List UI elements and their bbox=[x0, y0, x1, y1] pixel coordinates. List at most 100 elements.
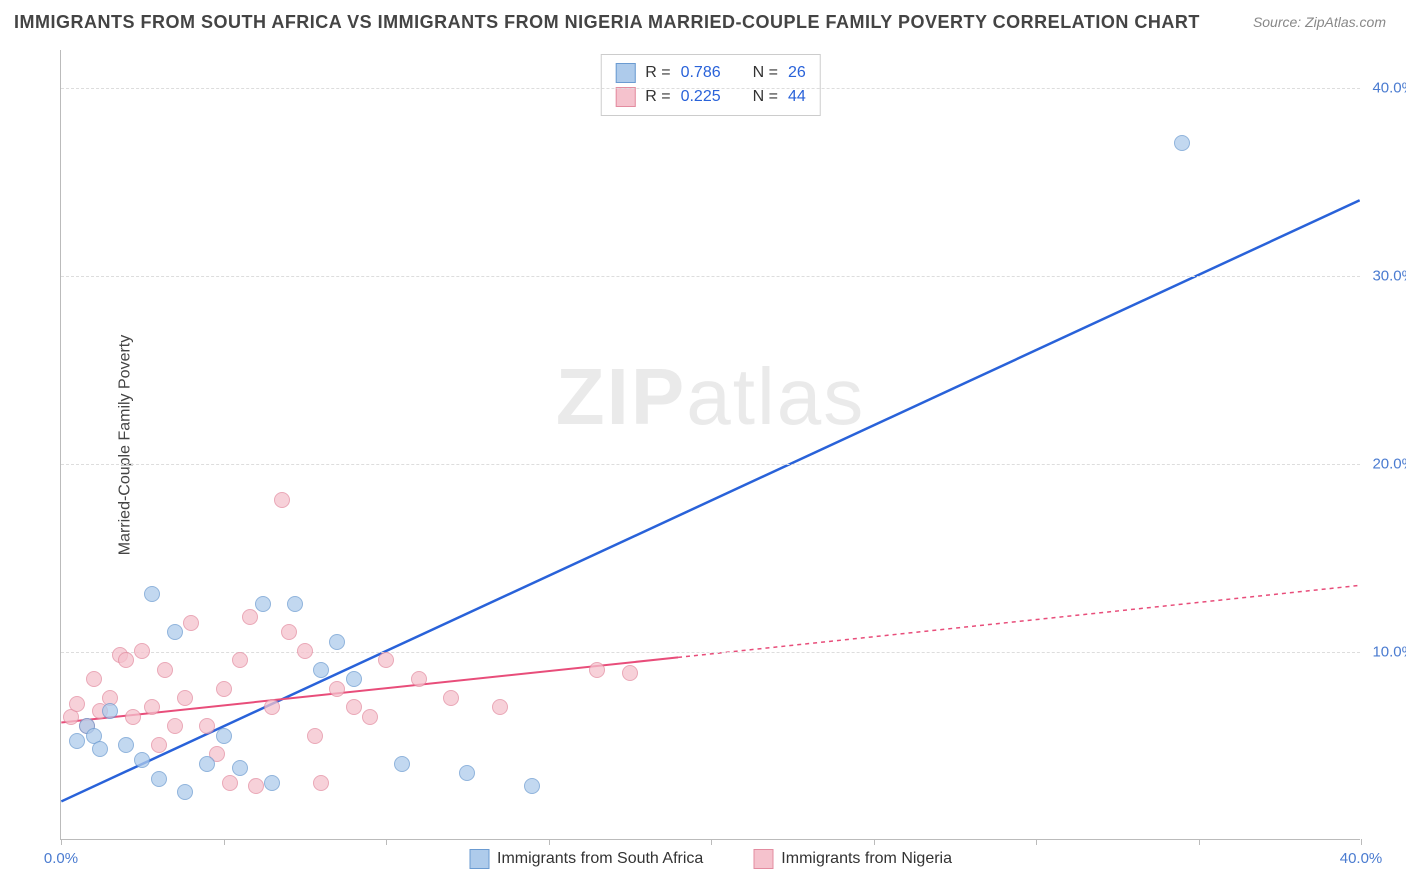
scatter-point-ng bbox=[362, 709, 378, 725]
scatter-point-sa bbox=[118, 737, 134, 753]
scatter-point-sa bbox=[232, 760, 248, 776]
scatter-point-sa bbox=[1174, 135, 1190, 151]
scatter-point-ng bbox=[134, 643, 150, 659]
watermark-atlas: atlas bbox=[686, 352, 865, 441]
swatch-sa bbox=[615, 63, 635, 83]
scatter-point-ng bbox=[346, 699, 362, 715]
scatter-point-sa bbox=[144, 586, 160, 602]
scatter-point-ng bbox=[167, 718, 183, 734]
x-tick bbox=[386, 839, 387, 845]
x-tick bbox=[549, 839, 550, 845]
scatter-point-ng bbox=[443, 690, 459, 706]
swatch-sa bbox=[469, 849, 489, 869]
scatter-point-sa bbox=[346, 671, 362, 687]
scatter-point-sa bbox=[102, 703, 118, 719]
scatter-point-ng bbox=[199, 718, 215, 734]
y-tick-label: 10.0% bbox=[1372, 643, 1406, 660]
scatter-point-ng bbox=[86, 671, 102, 687]
gridline bbox=[61, 88, 1360, 89]
scatter-point-ng bbox=[329, 681, 345, 697]
scatter-point-sa bbox=[313, 662, 329, 678]
scatter-point-sa bbox=[69, 733, 85, 749]
scatter-point-sa bbox=[199, 756, 215, 772]
scatter-point-sa bbox=[394, 756, 410, 772]
scatter-point-ng bbox=[222, 775, 238, 791]
watermark: ZIPatlas bbox=[556, 351, 865, 443]
scatter-point-ng bbox=[378, 652, 394, 668]
gridline bbox=[61, 652, 1360, 653]
scatter-point-ng bbox=[313, 775, 329, 791]
r-label: R = bbox=[645, 64, 670, 82]
scatter-point-ng bbox=[69, 696, 85, 712]
scatter-point-sa bbox=[151, 771, 167, 787]
y-tick-label: 30.0% bbox=[1372, 267, 1406, 284]
scatter-point-ng bbox=[183, 615, 199, 631]
x-tick bbox=[1199, 839, 1200, 845]
y-tick-label: 20.0% bbox=[1372, 455, 1406, 472]
n-label: N = bbox=[753, 64, 778, 82]
scatter-point-sa bbox=[92, 741, 108, 757]
scatter-point-ng bbox=[248, 778, 264, 794]
scatter-point-ng bbox=[232, 652, 248, 668]
x-tick-label: 40.0% bbox=[1340, 850, 1383, 867]
watermark-zip: ZIP bbox=[556, 352, 686, 441]
scatter-point-ng bbox=[622, 665, 638, 681]
legend-item-ng: Immigrants from Nigeria bbox=[753, 849, 952, 869]
scatter-point-ng bbox=[216, 681, 232, 697]
stats-row-sa: R = 0.786 N = 26 bbox=[615, 61, 806, 85]
scatter-point-sa bbox=[264, 775, 280, 791]
swatch-ng bbox=[615, 87, 635, 107]
gridline bbox=[61, 276, 1360, 277]
scatter-point-ng bbox=[242, 609, 258, 625]
scatter-point-sa bbox=[459, 765, 475, 781]
n-value-sa: 26 bbox=[788, 64, 806, 82]
series-legend: Immigrants from South Africa Immigrants … bbox=[469, 849, 952, 869]
r-value-ng: 0.225 bbox=[681, 88, 721, 106]
scatter-point-ng bbox=[492, 699, 508, 715]
n-label: N = bbox=[753, 88, 778, 106]
trend-lines bbox=[61, 50, 1360, 839]
scatter-point-ng bbox=[157, 662, 173, 678]
source-attribution: Source: ZipAtlas.com bbox=[1253, 14, 1386, 30]
scatter-point-sa bbox=[177, 784, 193, 800]
scatter-point-ng bbox=[281, 624, 297, 640]
x-tick bbox=[1036, 839, 1037, 845]
plot-region: ZIPatlas R = 0.786 N = 26 R = 0.225 N = … bbox=[60, 50, 1360, 840]
stats-legend: R = 0.786 N = 26 R = 0.225 N = 44 bbox=[600, 54, 821, 116]
x-tick bbox=[61, 839, 62, 845]
chart-title: IMMIGRANTS FROM SOUTH AFRICA VS IMMIGRAN… bbox=[14, 12, 1200, 33]
scatter-point-ng bbox=[177, 690, 193, 706]
scatter-point-sa bbox=[216, 728, 232, 744]
x-tick bbox=[224, 839, 225, 845]
scatter-point-sa bbox=[524, 778, 540, 794]
legend-label-sa: Immigrants from South Africa bbox=[497, 850, 703, 868]
x-tick bbox=[711, 839, 712, 845]
scatter-point-sa bbox=[255, 596, 271, 612]
scatter-point-ng bbox=[125, 709, 141, 725]
legend-item-sa: Immigrants from South Africa bbox=[469, 849, 703, 869]
scatter-point-ng bbox=[297, 643, 313, 659]
x-tick bbox=[1361, 839, 1362, 845]
scatter-point-sa bbox=[134, 752, 150, 768]
r-label: R = bbox=[645, 88, 670, 106]
scatter-point-sa bbox=[167, 624, 183, 640]
chart-area: Married-Couple Family Poverty ZIPatlas R… bbox=[50, 50, 1370, 840]
legend-label-ng: Immigrants from Nigeria bbox=[781, 850, 952, 868]
r-value-sa: 0.786 bbox=[681, 64, 721, 82]
scatter-point-ng bbox=[411, 671, 427, 687]
scatter-point-ng bbox=[118, 652, 134, 668]
y-tick-label: 40.0% bbox=[1372, 79, 1406, 96]
scatter-point-ng bbox=[151, 737, 167, 753]
x-tick bbox=[874, 839, 875, 845]
scatter-point-sa bbox=[329, 634, 345, 650]
scatter-point-ng bbox=[307, 728, 323, 744]
swatch-ng bbox=[753, 849, 773, 869]
x-tick-label: 0.0% bbox=[44, 850, 78, 867]
scatter-point-ng bbox=[589, 662, 605, 678]
gridline bbox=[61, 464, 1360, 465]
scatter-point-ng bbox=[274, 492, 290, 508]
scatter-point-sa bbox=[287, 596, 303, 612]
scatter-point-ng bbox=[144, 699, 160, 715]
scatter-point-ng bbox=[264, 699, 280, 715]
n-value-ng: 44 bbox=[788, 88, 806, 106]
